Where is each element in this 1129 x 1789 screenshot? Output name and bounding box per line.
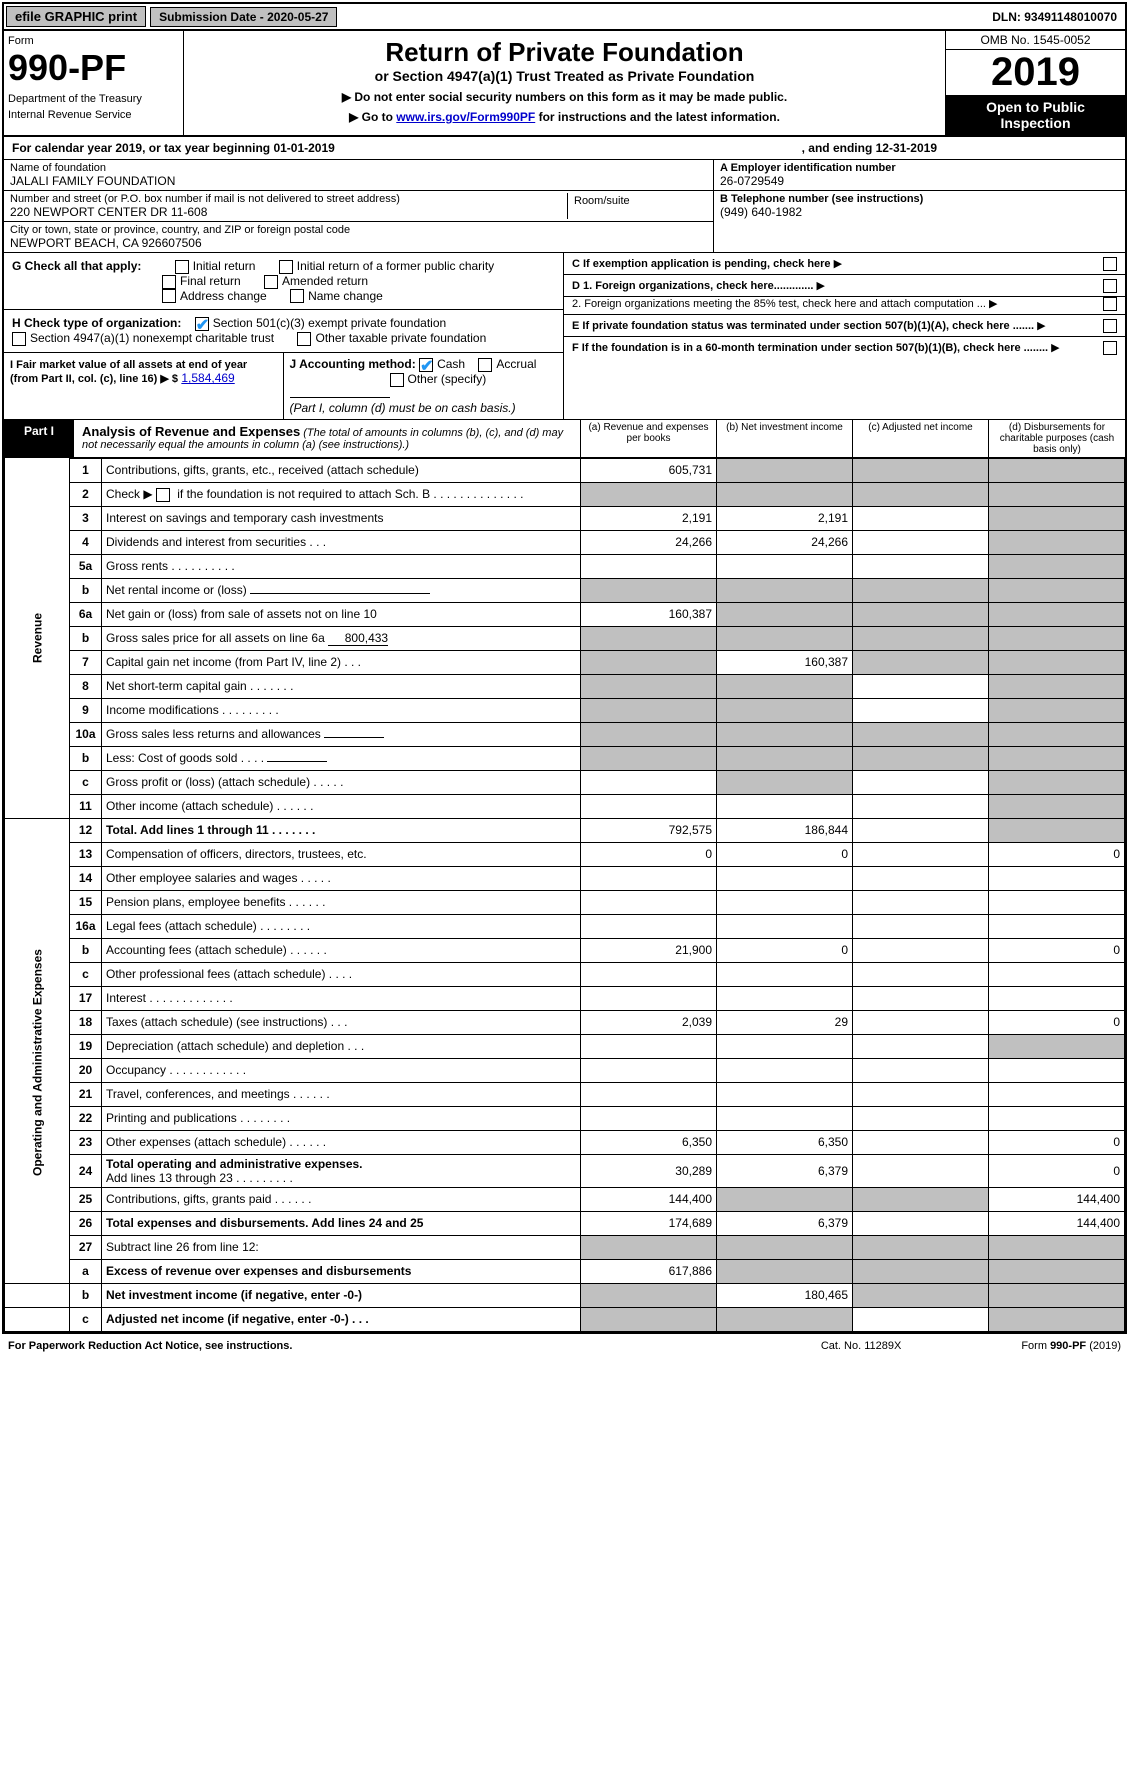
schb-checkbox[interactable] (156, 488, 170, 502)
middle-left: G Check all that apply: Initial return I… (4, 253, 564, 419)
ein-value: 26-0729549 (720, 174, 1119, 188)
ein-label: A Employer identification number (720, 162, 1119, 174)
name-change-checkbox[interactable] (290, 289, 304, 303)
room-suite-label: Room/suite (567, 193, 707, 219)
goto-note: ▶ Go to www.irs.gov/Form990PF for instru… (190, 110, 939, 124)
d2-item: 2. Foreign organizations meeting the 85%… (564, 297, 1125, 315)
form-label: Form (8, 35, 179, 47)
omb-number: OMB No. 1545-0052 (946, 31, 1125, 50)
irs-label: Internal Revenue Service (8, 109, 179, 121)
header-center: Return of Private Foundation or Section … (184, 31, 945, 135)
dept-treasury: Department of the Treasury (8, 93, 179, 105)
part1-title-cell: Analysis of Revenue and Expenses (The to… (74, 420, 581, 457)
initial-former-checkbox[interactable] (279, 260, 293, 274)
middle-right: C If exemption application is pending, c… (564, 253, 1125, 419)
cash-basis-note: (Part I, column (d) must be on cash basi… (290, 401, 516, 415)
foundation-address: 220 NEWPORT CENTER DR 11-608 (10, 205, 567, 219)
form-container: efile GRAPHIC print Submission Date - 20… (2, 2, 1127, 1334)
501c3-checkbox[interactable] (195, 317, 209, 331)
dln-number: DLN: 93491148010070 (984, 8, 1125, 26)
col-b-header: (b) Net investment income (717, 420, 853, 457)
d2-checkbox[interactable] (1103, 297, 1117, 311)
form-title: Return of Private Foundation (190, 37, 939, 68)
page-footer: For Paperwork Reduction Act Notice, see … (0, 1336, 1129, 1356)
foundation-city: NEWPORT BEACH, CA 926607506 (10, 236, 707, 250)
header-left: Form 990-PF Department of the Treasury I… (4, 31, 184, 135)
f-item: F If the foundation is in a 60-month ter… (564, 337, 1125, 358)
irs-link[interactable]: www.irs.gov/Form990PF (396, 110, 535, 124)
d1-item: D 1. Foreign organizations, check here..… (564, 275, 1125, 297)
calendar-year-row: For calendar year 2019, or tax year begi… (4, 137, 1125, 160)
name-ein-row: Name of foundation JALALI FAMILY FOUNDAT… (4, 160, 1125, 253)
cash-checkbox[interactable] (419, 358, 433, 372)
j-label: J Accounting method: (290, 357, 416, 371)
form-subtitle: or Section 4947(a)(1) Trust Treated as P… (190, 68, 939, 84)
h-row: H Check type of organization: Section 50… (4, 310, 563, 353)
col-c-header: (c) Adjusted net income (853, 420, 989, 457)
addr-label: Number and street (or P.O. box number if… (10, 193, 567, 205)
efile-print-button[interactable]: efile GRAPHIC print (6, 6, 146, 27)
paperwork-notice: For Paperwork Reduction Act Notice, see … (8, 1340, 292, 1352)
e-checkbox[interactable] (1103, 319, 1117, 333)
cat-number: Cat. No. 11289X (821, 1340, 902, 1352)
cal-end: , and ending 12-31-2019 (802, 141, 937, 155)
accrual-checkbox[interactable] (478, 358, 492, 372)
revenue-vlabel: Revenue (5, 458, 70, 818)
g-row: G Check all that apply: Initial return I… (4, 253, 563, 310)
phone-value: (949) 640-1982 (720, 205, 1119, 219)
open-public: Open to Public Inspection (946, 95, 1125, 135)
phone-label: B Telephone number (see instructions) (720, 193, 1119, 205)
top-bar: efile GRAPHIC print Submission Date - 20… (4, 4, 1125, 31)
submission-date: Submission Date - 2020-05-27 (150, 7, 337, 27)
other-method-checkbox[interactable] (390, 373, 404, 387)
fmv-value: 1,584,469 (181, 371, 234, 385)
cal-begin: For calendar year 2019, or tax year begi… (12, 141, 335, 155)
form-ref: Form 990-PF (2019) (1021, 1340, 1121, 1352)
j-block: J Accounting method: Cash Accrual Other … (284, 353, 564, 419)
name-label: Name of foundation (10, 162, 707, 174)
e-item: E If private foundation status was termi… (564, 315, 1125, 337)
address-change-checkbox[interactable] (162, 289, 176, 303)
part1-tab: Part I (4, 420, 74, 457)
i-block: I Fair market value of all assets at end… (4, 353, 284, 419)
part1-header: Part I Analysis of Revenue and Expenses … (4, 420, 1125, 458)
middle-section: G Check all that apply: Initial return I… (4, 253, 1125, 420)
ein-phone-block: A Employer identification number 26-0729… (714, 160, 1125, 252)
tax-year: 2019 (946, 50, 1125, 95)
initial-return-checkbox[interactable] (175, 260, 189, 274)
expenses-vlabel: Operating and Administrative Expenses (5, 842, 70, 1283)
g-label: G Check all that apply: (12, 259, 141, 273)
h-label: H Check type of organization: (12, 316, 181, 330)
4947-checkbox[interactable] (12, 332, 26, 346)
c-checkbox[interactable] (1103, 257, 1117, 271)
col-d-header: (d) Disbursements for charitable purpose… (989, 420, 1125, 457)
form-number: 990-PF (8, 47, 179, 89)
name-block: Name of foundation JALALI FAMILY FOUNDAT… (4, 160, 714, 252)
c-item: C If exemption application is pending, c… (564, 253, 1125, 275)
amended-checkbox[interactable] (264, 275, 278, 289)
final-return-checkbox[interactable] (162, 275, 176, 289)
form-header: Form 990-PF Department of the Treasury I… (4, 31, 1125, 137)
ssn-note: ▶ Do not enter social security numbers o… (190, 90, 939, 104)
foundation-name: JALALI FAMILY FOUNDATION (10, 174, 707, 188)
header-right: OMB No. 1545-0052 2019 Open to Public In… (945, 31, 1125, 135)
f-checkbox[interactable] (1103, 341, 1117, 355)
d1-checkbox[interactable] (1103, 279, 1117, 293)
other-taxable-checkbox[interactable] (297, 332, 311, 346)
col-a-header: (a) Revenue and expenses per books (581, 420, 717, 457)
revenue-expense-grid: Revenue 1Contributions, gifts, grants, e… (4, 458, 1125, 1332)
city-label: City or town, state or province, country… (10, 224, 707, 236)
part1-title: Analysis of Revenue and Expenses (82, 424, 300, 439)
